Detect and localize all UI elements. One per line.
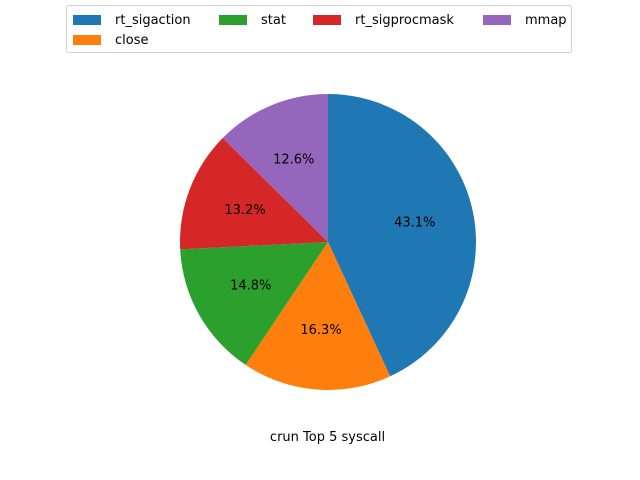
legend-item-stat: stat: [219, 11, 286, 29]
legend-item-close: close: [73, 31, 148, 49]
legend-item-mmap: mmap: [483, 11, 567, 29]
pie-slice-stat: [180, 242, 328, 365]
pie-slice-rt-sigaction: [328, 94, 477, 377]
legend-swatch: [483, 15, 511, 25]
legend-item-rt-sigprocmask: rt_sigprocmask: [313, 11, 454, 29]
pie-slice-percent-label: 14.8%: [230, 278, 271, 293]
legend-label: stat: [261, 12, 286, 28]
legend-swatch: [313, 15, 341, 25]
chart-title: crun Top 5 syscall: [269, 430, 386, 445]
legend: rt_sigaction close stat rt_sigprocmask m…: [66, 5, 572, 53]
legend-swatch: [73, 35, 101, 45]
pie-slice-percent-label: 13.2%: [224, 203, 265, 218]
legend-swatch: [219, 15, 247, 25]
pie-slice-percent-label: 43.1%: [394, 215, 435, 230]
legend-label: rt_sigprocmask: [355, 12, 454, 28]
legend-swatch: [73, 15, 101, 25]
pie-slice-percent-label: 12.6%: [273, 153, 314, 168]
legend-item-rt-sigaction: rt_sigaction: [73, 11, 191, 29]
pie-slice-percent-label: 16.3%: [300, 323, 341, 338]
pie-slice-rt-sigprocmask: [180, 138, 328, 250]
legend-label: mmap: [525, 12, 567, 28]
legend-label: rt_sigaction: [115, 12, 191, 28]
pie-slice-mmap: [222, 94, 328, 242]
pie-slice-close: [245, 242, 391, 390]
legend-label: close: [115, 32, 149, 48]
